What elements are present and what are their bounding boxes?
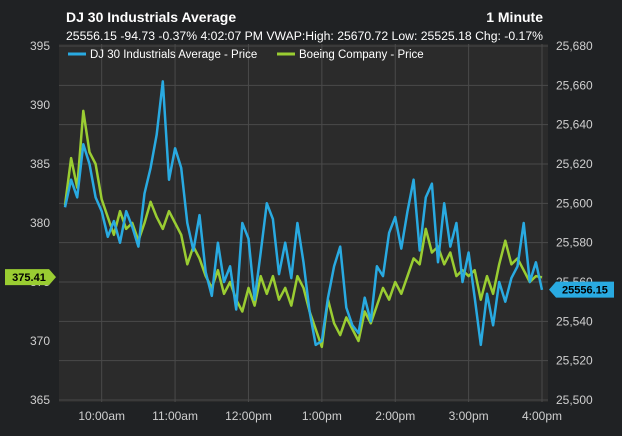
boeing-last-value-tag: 375.41 [5, 269, 56, 286]
series-layer [63, 80, 544, 349]
left-tick-label: 380 [30, 216, 50, 230]
quote-line: 25556.15 -94.73 -0.37% 4:02:07 PM VWAP:H… [66, 31, 543, 43]
dj30-last-value: 25556.15 [562, 285, 608, 297]
x-tick-label: 2:00pm [375, 409, 415, 423]
x-tick-label: 10:00am [78, 409, 125, 423]
chart-title: DJ 30 Industrials Average [66, 9, 236, 25]
left-tick-label: 385 [30, 157, 50, 171]
right-tick-label: 25,600 [556, 196, 593, 210]
legend: DJ 30 Industrials Average - Price Boeing… [68, 49, 424, 61]
right-tick-label: 25,620 [556, 157, 593, 171]
right-tick-label: 25,660 [556, 78, 593, 92]
left-tick-label: 365 [30, 393, 50, 407]
right-tick-label: 25,540 [556, 314, 593, 328]
x-axis: 10:00am 11:00am 12:00pm 1:00pm 2:00pm 3:00pm 4… [78, 409, 562, 423]
x-tick-label: 1:00pm [302, 409, 342, 423]
x-tick-label: 3:00pm [449, 409, 489, 423]
left-tick-label: 370 [30, 334, 50, 348]
dj30-price-line [63, 80, 544, 347]
interval-label[interactable]: 1 Minute [486, 9, 543, 25]
right-tick-label: 25,520 [556, 354, 593, 368]
dj30-tag-shape [549, 281, 614, 298]
dj30-last-value-tag: 25556.15 [549, 281, 614, 298]
right-tick-label: 25,580 [556, 236, 593, 250]
boeing-tag-shape [5, 269, 56, 286]
x-tick-label: 4:00pm [522, 409, 562, 423]
left-tick-label: 395 [30, 39, 50, 53]
right-tick-label: 25,640 [556, 118, 593, 132]
legend-label-dj30: DJ 30 Industrials Average - Price [90, 49, 257, 61]
left-tick-label: 390 [30, 98, 50, 112]
right-axis: 25,50025,52025,54025,56025,58025,60025,6… [556, 39, 593, 407]
x-tick-label: 12:00pm [225, 409, 272, 423]
right-tick-label: 25,680 [556, 39, 593, 53]
right-tick-label: 25,500 [556, 393, 593, 407]
boeing-last-value: 375.41 [12, 272, 46, 284]
left-axis: 365370375380385390395 [30, 39, 50, 407]
legend-label-boeing: Boeing Company - Price [299, 49, 424, 61]
x-tick-label: 11:00am [152, 409, 198, 423]
